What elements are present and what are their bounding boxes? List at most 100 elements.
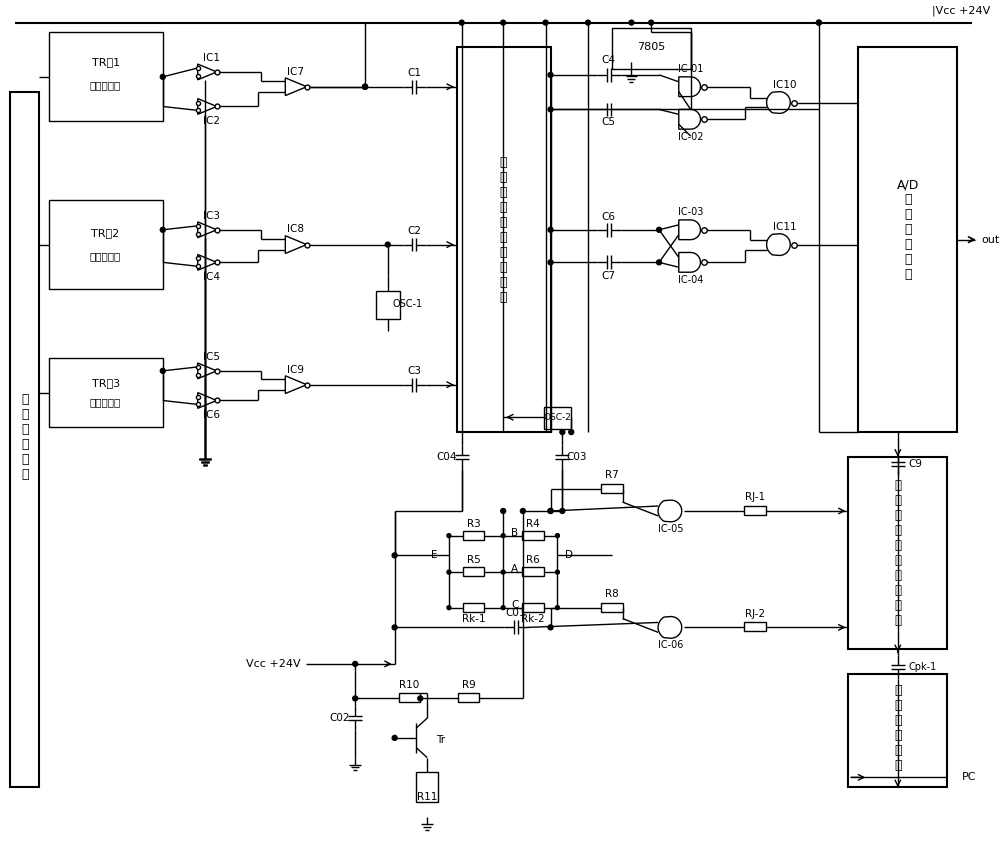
Bar (49, 200, 163, 289)
Bar (376, 291, 400, 319)
Bar (463, 603, 484, 611)
Bar (463, 567, 484, 576)
Text: R7: R7 (605, 470, 619, 480)
Bar (457, 47, 551, 432)
Circle shape (548, 72, 553, 77)
Circle shape (392, 625, 397, 630)
Text: IC-03: IC-03 (678, 207, 703, 217)
Text: |Vcc +24V: |Vcc +24V (932, 5, 991, 16)
Text: R6: R6 (526, 555, 540, 565)
Circle shape (586, 20, 590, 25)
Bar (544, 407, 571, 429)
Text: R9: R9 (462, 680, 476, 690)
Text: IC2: IC2 (203, 116, 220, 125)
Text: 面
阵
相
扫
天
馈: 面 阵 相 扫 天 馈 (21, 393, 28, 481)
Text: out: out (982, 235, 1000, 245)
Circle shape (447, 606, 451, 610)
Text: C6: C6 (602, 212, 616, 222)
Text: D: D (565, 550, 573, 560)
Text: OSC-2: OSC-2 (543, 413, 571, 421)
Text: Rk-1: Rk-1 (462, 615, 485, 625)
Bar (49, 33, 163, 121)
Text: R10: R10 (399, 680, 420, 690)
Text: IC7: IC7 (287, 66, 304, 77)
Bar (848, 457, 947, 649)
Circle shape (548, 509, 553, 514)
Text: C01: C01 (506, 607, 526, 617)
Bar (522, 603, 544, 611)
Bar (744, 622, 766, 632)
Circle shape (363, 84, 368, 89)
Text: C5: C5 (602, 117, 616, 127)
Circle shape (548, 107, 553, 112)
Text: R4: R4 (526, 519, 540, 529)
Text: 7805: 7805 (637, 42, 665, 52)
Text: C: C (511, 600, 518, 610)
Text: 信
号
差
分
合
成
处
理
模
块: 信 号 差 分 合 成 处 理 模 块 (499, 156, 507, 304)
Circle shape (501, 606, 505, 610)
Bar (848, 674, 947, 787)
Circle shape (353, 661, 358, 666)
Text: Tr: Tr (436, 735, 445, 745)
Text: PC: PC (962, 772, 977, 782)
Text: RJ-1: RJ-1 (745, 492, 765, 502)
Text: IC1: IC1 (203, 53, 220, 63)
Text: IC-05: IC-05 (658, 524, 684, 534)
Text: IC4: IC4 (203, 272, 220, 282)
Text: C9: C9 (909, 458, 923, 468)
Circle shape (501, 570, 505, 574)
Circle shape (520, 509, 525, 514)
Text: Rk-2: Rk-2 (521, 615, 545, 625)
Bar (416, 772, 438, 802)
Text: E: E (431, 550, 437, 560)
Text: B: B (511, 527, 518, 537)
Circle shape (160, 368, 165, 373)
Circle shape (392, 553, 397, 558)
Circle shape (501, 509, 506, 514)
Circle shape (555, 570, 559, 574)
Text: 腔体滤波器: 腔体滤波器 (90, 80, 121, 90)
Circle shape (560, 430, 565, 435)
Text: Vcc +24V: Vcc +24V (246, 659, 301, 669)
Text: TR－1: TR－1 (92, 57, 120, 67)
Circle shape (657, 260, 662, 265)
Text: IC9: IC9 (287, 365, 304, 374)
Bar (744, 506, 766, 515)
Text: 腔体滤波器: 腔体滤波器 (90, 398, 121, 407)
Text: IC6: IC6 (203, 410, 220, 420)
Bar (601, 603, 623, 611)
Circle shape (543, 20, 548, 25)
Circle shape (392, 735, 397, 740)
Bar (522, 531, 544, 540)
Text: R11: R11 (417, 792, 437, 802)
Text: C02: C02 (329, 713, 350, 723)
Circle shape (501, 534, 505, 537)
Circle shape (657, 227, 662, 232)
Circle shape (548, 625, 553, 630)
Text: RJ-2: RJ-2 (745, 609, 765, 619)
Text: C1: C1 (407, 68, 421, 78)
Bar (522, 567, 544, 576)
Circle shape (649, 20, 654, 25)
Text: 信
号
门
限
设
置: 信 号 门 限 设 置 (894, 684, 902, 772)
Circle shape (501, 20, 506, 25)
Text: IC11: IC11 (773, 222, 796, 232)
Text: A/D
数
模
检
测
模
块: A/D 数 模 检 测 模 块 (896, 178, 919, 281)
Circle shape (548, 227, 553, 232)
Text: IC-06: IC-06 (658, 640, 684, 650)
Bar (601, 484, 623, 493)
Text: C4: C4 (602, 56, 616, 65)
Text: R3: R3 (467, 519, 480, 529)
Text: OSC-1: OSC-1 (393, 299, 423, 309)
Text: IC-01: IC-01 (678, 64, 703, 74)
Circle shape (816, 20, 821, 25)
Text: R5: R5 (467, 555, 480, 565)
Bar (10, 92, 39, 787)
Text: IC8: IC8 (287, 225, 304, 235)
Circle shape (560, 509, 565, 514)
Text: TR－3: TR－3 (92, 378, 120, 388)
Text: IC10: IC10 (773, 80, 796, 90)
Circle shape (353, 696, 358, 701)
Bar (858, 47, 957, 432)
Circle shape (447, 534, 451, 537)
